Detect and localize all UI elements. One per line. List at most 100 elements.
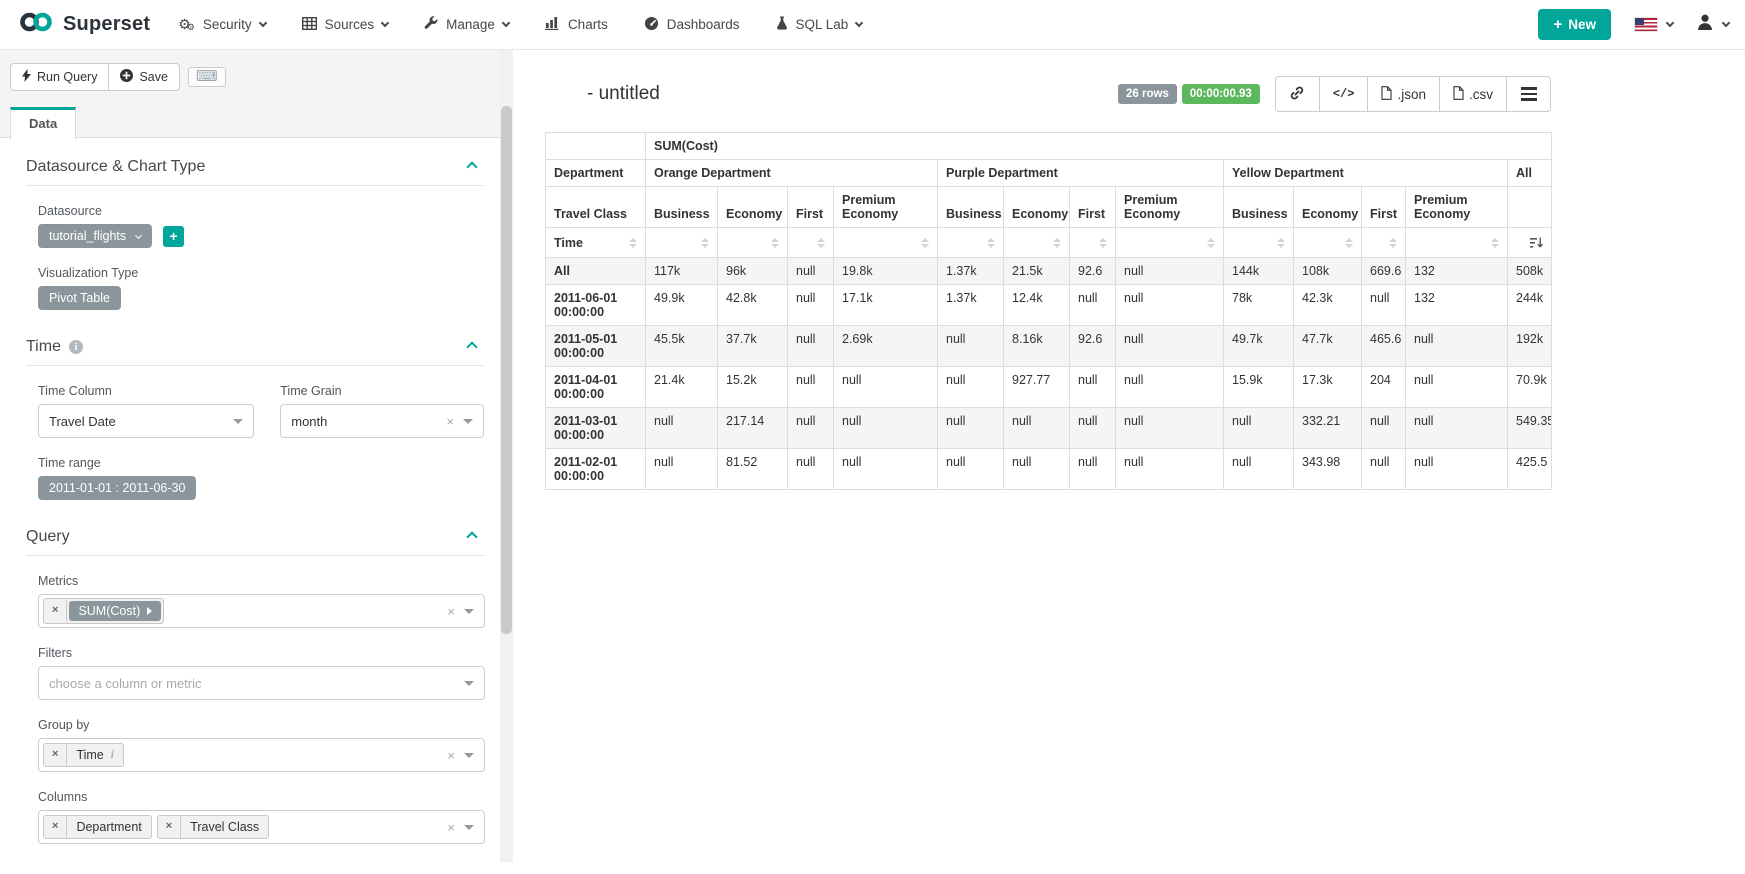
nav-item-sources[interactable]: Sources	[301, 16, 390, 33]
column-sort-header[interactable]	[1223, 227, 1294, 258]
pivot-cell: 17.1k	[833, 284, 938, 326]
metric-pill[interactable]: SUM(Cost)	[69, 601, 162, 621]
column-sort-header[interactable]	[787, 227, 834, 258]
pivot-cell: null	[833, 448, 938, 490]
all-sort-header[interactable]	[1506, 227, 1553, 258]
pivot-table-container: SUM(Cost) Department Orange Department Purp…	[545, 132, 1745, 490]
column-sort-header[interactable]	[645, 227, 718, 258]
filters-select[interactable]: choose a column or metric	[38, 666, 485, 700]
user-menu[interactable]	[1697, 14, 1731, 35]
sort-icon	[1389, 237, 1397, 248]
clear-icon[interactable]: ×	[447, 747, 455, 763]
column-sort-header[interactable]	[1115, 227, 1224, 258]
collapse-section-icon[interactable]	[466, 341, 478, 353]
language-selector[interactable]	[1635, 18, 1675, 31]
time-column-select[interactable]: Travel Date	[38, 404, 255, 438]
collapse-section-icon[interactable]	[466, 161, 478, 173]
sort-amount-desc-icon	[1530, 237, 1544, 248]
pivot-cell: null	[1115, 448, 1224, 490]
nav-item-security[interactable]: ⚙ ⚙ Security	[178, 17, 267, 32]
groupby-label: Group by	[38, 718, 90, 732]
viz-type-select[interactable]: Pivot Table	[38, 286, 121, 310]
us-flag-icon	[1635, 18, 1657, 31]
export-button-group: </> .json	[1274, 76, 1551, 112]
nav-item-sql-lab[interactable]: SQL Lab	[776, 16, 864, 33]
column-sort-header[interactable]	[1293, 227, 1362, 258]
chevron-down-icon	[380, 18, 390, 28]
sort-icon	[629, 237, 637, 248]
column-sort-header[interactable]	[937, 227, 1004, 258]
pivot-cell: 15.2k	[717, 366, 788, 408]
remove-token-icon[interactable]: ×	[44, 744, 68, 766]
clear-icon[interactable]: ×	[446, 413, 454, 429]
pivot-cell: null	[1003, 407, 1070, 449]
sort-down-arrow	[987, 243, 995, 248]
travel-class-header: Premium Economy	[1405, 186, 1508, 228]
pivot-cell: null	[1223, 448, 1294, 490]
save-button[interactable]: Save	[108, 63, 180, 91]
sort-down-arrow	[817, 243, 825, 248]
tab-data[interactable]: Data	[10, 107, 77, 140]
left-panel-scrollbar[interactable]	[500, 50, 513, 862]
column-sort-header[interactable]	[833, 227, 938, 258]
chart-title[interactable]: - untitled	[587, 83, 660, 104]
pivot-cell: 49.9k	[645, 284, 718, 326]
table-icon	[301, 16, 317, 33]
time-range-select[interactable]: 2011-01-01 : 2011-06-30	[38, 476, 197, 500]
time-grain-label: Time Grain	[280, 384, 342, 398]
clear-icon[interactable]: ×	[447, 603, 455, 619]
export-csv-button[interactable]: .csv	[1438, 76, 1507, 112]
metrics-select[interactable]: × SUM(Cost) ×	[38, 594, 485, 628]
pivot-cell: 144k	[1223, 257, 1294, 285]
column-sort-header[interactable]	[1069, 227, 1116, 258]
section-title: Datasource & Chart Type	[26, 158, 206, 175]
query-duration-badge: 00:00:00.93	[1181, 84, 1260, 104]
groupby-select[interactable]: × Time i ×	[38, 738, 485, 772]
add-datasource-button[interactable]: +	[163, 225, 185, 247]
new-button[interactable]: + New	[1538, 9, 1611, 40]
pivot-cell: 332.21	[1293, 407, 1362, 449]
collapse-section-icon[interactable]	[466, 531, 478, 543]
nav-item-manage[interactable]: Manage	[424, 16, 511, 33]
datasource-label: Datasource	[38, 204, 102, 218]
user-icon	[1697, 14, 1713, 35]
superset-logo[interactable]: Superset	[18, 10, 150, 39]
plus-icon: +	[1553, 15, 1563, 33]
nav-item-dashboards[interactable]: Dashboards	[644, 16, 740, 34]
column-sort-header[interactable]	[1361, 227, 1406, 258]
time-grain-select[interactable]: month ×	[280, 404, 484, 438]
clear-icon[interactable]: ×	[447, 819, 455, 835]
sort-up-arrow	[987, 237, 995, 242]
export-json-button[interactable]: .json	[1367, 76, 1440, 112]
share-link-button[interactable]	[1274, 76, 1320, 112]
scrollbar-thumb[interactable]	[501, 106, 512, 634]
pivot-cell: 15.9k	[1223, 366, 1294, 408]
remove-token-icon[interactable]: ×	[44, 816, 68, 838]
pivot-corner-cell	[545, 132, 646, 160]
time-column-label: Time Column	[38, 384, 112, 398]
column-sort-header[interactable]	[1405, 227, 1508, 258]
control-panel: Datasource & Chart Type Datasource tutor…	[0, 138, 500, 874]
sort-up-arrow	[1389, 237, 1397, 242]
wrench-icon	[424, 16, 438, 33]
remove-token-icon[interactable]: ×	[44, 600, 68, 622]
pivot-cell: 1.37k	[937, 284, 1004, 326]
column-sort-header[interactable]	[1003, 227, 1070, 258]
pivot-cell: 132	[1405, 284, 1508, 326]
sort-down-arrow	[921, 243, 929, 248]
run-query-button[interactable]: Run Query	[10, 63, 110, 91]
column-sort-header[interactable]	[717, 227, 788, 258]
time-sort-header[interactable]: Time	[545, 227, 646, 258]
pivot-cell: 192k	[1506, 325, 1553, 367]
remove-token-icon[interactable]: ×	[158, 816, 182, 838]
datasource-select[interactable]: tutorial_flights	[38, 224, 153, 248]
menu-button[interactable]	[1506, 76, 1551, 112]
department-group-header: Purple Department	[937, 159, 1224, 187]
columns-select[interactable]: × Department × Travel Class ×	[38, 810, 485, 844]
keyboard-shortcuts-button[interactable]: ⌨	[187, 67, 226, 87]
sort-down-arrow	[1277, 243, 1285, 248]
travel-class-header: Premium Economy	[833, 186, 938, 228]
view-query-button[interactable]: </>	[1318, 76, 1369, 112]
nav-item-charts[interactable]: Charts	[544, 16, 608, 33]
sort-up-arrow	[1207, 237, 1215, 242]
